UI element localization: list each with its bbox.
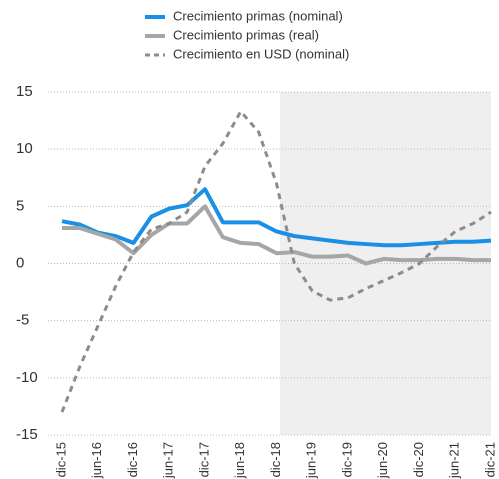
y-tick-label: -15 bbox=[16, 426, 38, 443]
y-tick-label: 10 bbox=[16, 140, 33, 157]
x-tick-label: jun-20 bbox=[375, 442, 390, 479]
x-tick-label: dic-18 bbox=[268, 442, 283, 477]
y-tick-label: 0 bbox=[16, 254, 24, 271]
x-tick-label: dic-15 bbox=[53, 442, 68, 477]
x-tick-label: jun-16 bbox=[89, 442, 104, 479]
x-tick-label: dic-19 bbox=[339, 442, 354, 477]
legend-label: Crecimiento en USD (nominal) bbox=[173, 46, 349, 61]
x-tick-label: jun-17 bbox=[161, 442, 176, 479]
x-tick-label: dic-21 bbox=[482, 442, 497, 477]
x-tick-label: jun-18 bbox=[232, 442, 247, 479]
series-line bbox=[61, 187, 492, 248]
x-tick-label: dic-17 bbox=[196, 442, 211, 477]
x-tick-label: dic-16 bbox=[125, 442, 140, 477]
legend-label: Crecimiento primas (nominal) bbox=[173, 8, 343, 23]
y-tick-label: -5 bbox=[16, 312, 29, 329]
legend-label: Crecimiento primas (real) bbox=[173, 27, 319, 42]
y-tick-label: -10 bbox=[16, 369, 38, 386]
x-tick-label: jun-21 bbox=[447, 442, 462, 479]
series-line bbox=[62, 204, 491, 266]
y-tick-label: 15 bbox=[16, 83, 33, 100]
y-tick-label: 5 bbox=[16, 197, 24, 214]
series-line bbox=[60, 109, 492, 413]
x-tick-label: dic-20 bbox=[411, 442, 426, 477]
x-tick-label: jun-19 bbox=[304, 442, 319, 479]
